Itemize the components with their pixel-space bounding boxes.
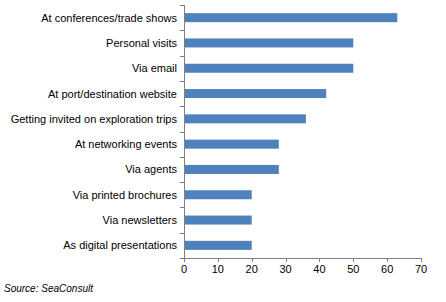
category-label: At port/destination website	[48, 88, 177, 100]
bar	[184, 64, 353, 73]
x-tick	[218, 258, 219, 262]
x-tick	[387, 258, 388, 262]
x-tick-label: 20	[246, 263, 258, 275]
source-note: Source: SeaConsult	[4, 283, 94, 294]
bar	[184, 13, 397, 22]
category-tick	[180, 157, 184, 158]
x-axis-line	[184, 258, 421, 259]
x-tick-label: 40	[313, 263, 325, 275]
x-tick	[252, 258, 253, 262]
x-tick-label: 0	[181, 263, 187, 275]
x-tick	[353, 258, 354, 262]
category-tick	[180, 56, 184, 57]
bar	[184, 38, 353, 47]
x-tick-label: 60	[381, 263, 393, 275]
category-tick	[180, 233, 184, 234]
category-tick	[180, 258, 184, 259]
bar	[184, 89, 326, 98]
category-label: Via email	[132, 62, 177, 74]
bar	[184, 140, 279, 149]
x-tick-label: 50	[347, 263, 359, 275]
x-tick	[421, 258, 422, 262]
x-tick	[286, 258, 287, 262]
category-label: At conferences/trade shows	[41, 12, 177, 24]
bar	[184, 165, 279, 174]
category-tick	[180, 106, 184, 107]
chart-svg: At conferences/trade shows Personal visit…	[0, 0, 446, 302]
category-tick	[180, 207, 184, 208]
category-tick	[180, 30, 184, 31]
x-tick	[319, 258, 320, 262]
category-tick	[180, 182, 184, 183]
category-label: Getting invited on exploration trips	[11, 113, 178, 125]
x-tick-label: 30	[279, 263, 291, 275]
category-label: As digital presentations	[63, 239, 177, 251]
category-tick	[180, 132, 184, 133]
category-label: Via agents	[125, 163, 177, 175]
bars	[184, 13, 397, 250]
x-tick-label: 70	[415, 263, 427, 275]
category-label: Via newsletters	[103, 214, 178, 226]
category-label: Personal visits	[106, 37, 177, 49]
bar	[184, 114, 306, 123]
bar	[184, 216, 252, 225]
x-tick	[184, 258, 185, 262]
x-tick-label: 10	[212, 263, 224, 275]
bar	[184, 190, 252, 199]
y-axis-line	[184, 5, 185, 258]
category-label: Via printed brochures	[73, 189, 178, 201]
category-tick	[180, 5, 184, 6]
category-label: At networking events	[75, 138, 178, 150]
chart-container: At conferences/trade shows Personal visit…	[0, 0, 446, 302]
category-tick	[180, 81, 184, 82]
bar	[184, 241, 252, 250]
